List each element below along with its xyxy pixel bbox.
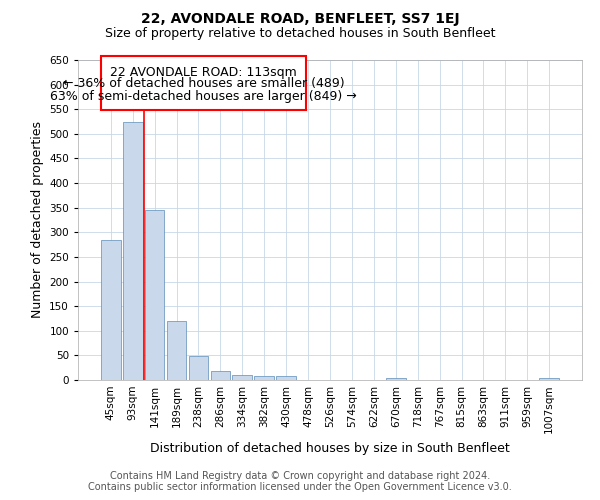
Bar: [386, 378, 406, 380]
Bar: [167, 321, 187, 380]
Bar: [211, 371, 230, 380]
Bar: [101, 240, 121, 380]
Text: ← 36% of detached houses are smaller (489): ← 36% of detached houses are smaller (48…: [62, 77, 344, 90]
Bar: [276, 376, 296, 380]
Bar: [232, 375, 252, 380]
X-axis label: Distribution of detached houses by size in South Benfleet: Distribution of detached houses by size …: [150, 442, 510, 454]
Text: 22 AVONDALE ROAD: 113sqm: 22 AVONDALE ROAD: 113sqm: [110, 66, 297, 79]
Text: Size of property relative to detached houses in South Benfleet: Size of property relative to detached ho…: [105, 28, 495, 40]
Bar: [539, 378, 559, 380]
Y-axis label: Number of detached properties: Number of detached properties: [31, 122, 44, 318]
Bar: [188, 356, 208, 380]
Text: 63% of semi-detached houses are larger (849) →: 63% of semi-detached houses are larger (…: [50, 90, 357, 102]
Bar: [145, 210, 164, 380]
Bar: [123, 122, 143, 380]
Bar: [254, 376, 274, 380]
Bar: [101, 56, 306, 110]
Text: 22, AVONDALE ROAD, BENFLEET, SS7 1EJ: 22, AVONDALE ROAD, BENFLEET, SS7 1EJ: [140, 12, 460, 26]
Text: Contains HM Land Registry data © Crown copyright and database right 2024.
Contai: Contains HM Land Registry data © Crown c…: [88, 471, 512, 492]
